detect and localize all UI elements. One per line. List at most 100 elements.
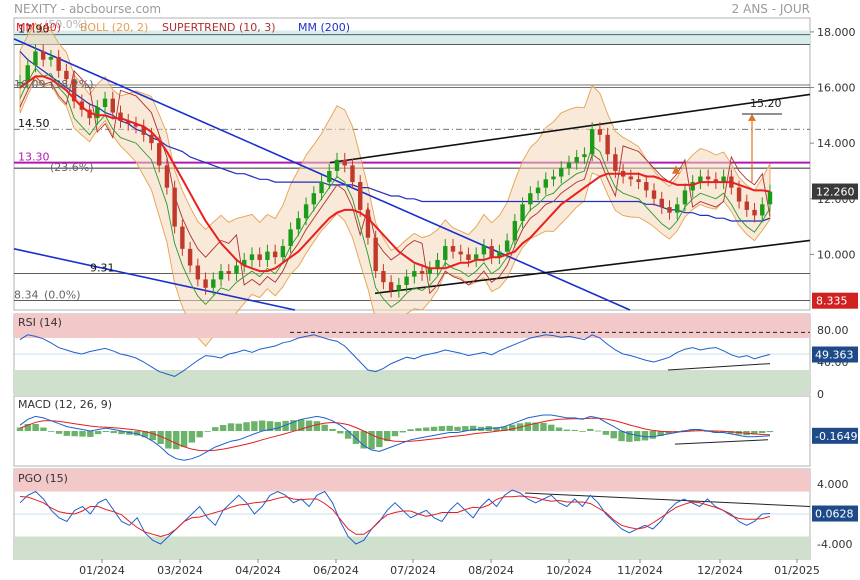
rsi-title: RSI (14) [18,316,62,329]
candle-body [628,176,634,180]
macd-histogram-bar [188,431,196,443]
candle-body [40,51,46,60]
macd-histogram-bar [477,426,485,431]
macd-histogram-bar [180,431,188,448]
candle-body [589,129,595,155]
candle-body [443,246,448,260]
candle-body [141,126,146,135]
pgo-value-box [812,505,858,522]
candle-body [249,254,255,260]
candle-body [149,134,154,144]
macd-histogram-bar [196,431,203,438]
candle-body [698,176,703,183]
macd-histogram-bar [321,424,328,431]
candle-body [713,179,719,183]
candle-body [682,190,688,205]
candle-body [95,106,100,119]
candle-body [551,176,556,180]
price-tick-label: 14.000 [817,137,856,150]
price-layer: 15.20 17.90 16.09 (38.2%) 14.50 13.30(23.6%) 9… [13,22,811,347]
candle-body [466,254,471,260]
candle-body [481,246,487,255]
candle-body [744,201,750,210]
macd-histogram-bar [368,431,375,450]
fib-label: 17.90 [18,23,50,36]
fib-label: 8.34 [14,289,39,302]
candle-body [126,120,131,124]
support-line [19,67,771,308]
macd-signal-line [19,417,771,452]
fib-label: 14.50 [18,117,50,130]
macd-histogram-bar [712,431,719,433]
x-tick-label: 11/2024 [617,564,663,577]
macd-histogram-bar [462,426,469,431]
candle-body [25,65,30,82]
macd-histogram-bar [173,431,180,450]
macd-histogram-bar [48,431,55,432]
macd-histogram-bar [352,431,360,444]
macd-histogram-bar [446,425,453,431]
macd-histogram-bar [329,428,336,431]
macd-histogram-bar [102,431,110,433]
macd-histogram-bar [383,431,391,442]
macd-histogram-bar [219,425,227,431]
macd-histogram-bar [204,431,211,432]
macd-histogram-bar [641,431,649,441]
candle-body [156,143,162,166]
candle-body [597,129,603,135]
legend-mm40: MM (40) [16,21,61,34]
macd-histogram-bar [133,431,141,436]
rsi-tick-label: 80.00 [817,324,849,337]
candle-body [473,254,479,260]
x-tick-label: 01/2024 [79,564,125,577]
rsi-line [19,334,771,377]
macd-histogram-bar [594,430,602,432]
last-price-label: 12.260 [816,186,855,199]
candle-body [512,221,518,241]
candle-body [736,187,742,202]
macd-histogram-bar [118,431,125,435]
candle-body [195,265,201,280]
candle-body [319,182,324,194]
candle-body [118,112,123,121]
rsi-layer [14,314,810,394]
candle-body [752,209,757,216]
candle-body [48,56,54,60]
candle-body [767,191,773,205]
candle-body [412,271,417,277]
candle-body [396,284,402,291]
candle-body [528,193,533,205]
macd-histogram-bar [610,431,617,439]
macd-histogram-bar [258,420,266,431]
rsi-overbought-zone [14,314,810,338]
x-tick-label: 06/2024 [313,564,359,577]
macd-histogram-bar [251,421,258,431]
candle-body [566,162,572,169]
candle-body [435,259,440,269]
macd-histogram-bar [399,431,407,433]
candle-body [419,271,425,274]
macd-histogram-bar [305,420,313,431]
candle-body [358,182,363,210]
macd-histogram-bar [141,431,149,438]
candle-body [690,182,695,191]
macd-histogram-bar [626,431,633,442]
macd-histogram-bar [71,431,78,437]
candle-body [56,56,61,71]
pgo-title: PGO (15) [18,472,68,485]
price-tick-label: 10.000 [817,248,856,261]
candle-body [705,176,711,180]
macd-histogram-bar [157,431,164,444]
candle-body [388,282,394,291]
macd-histogram-bar [313,421,321,431]
rsi-value-label: 49.363 [815,349,854,362]
macd-histogram-bar [493,427,500,431]
candle-body [636,179,641,183]
candle-body [180,226,185,249]
x-tick-label: 01/2025 [774,564,820,577]
macd-histogram-bar [602,431,610,435]
upper-channel-line [329,93,811,164]
macd-histogram-bar [16,427,24,431]
candle-body [33,51,38,66]
